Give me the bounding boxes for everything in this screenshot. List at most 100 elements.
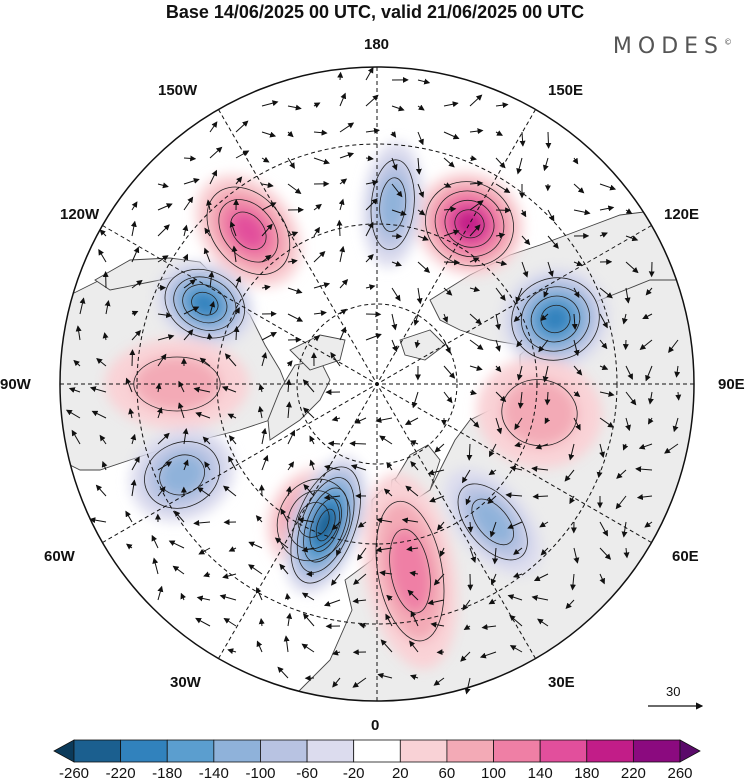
wind-vector — [573, 209, 591, 216]
wind-vector — [514, 441, 523, 448]
wind-vector — [443, 182, 452, 188]
wind-vector — [625, 365, 633, 380]
wind-vector — [547, 209, 555, 222]
wind-vector — [540, 313, 549, 321]
wind-vector — [616, 469, 627, 479]
wind-vector — [174, 510, 185, 523]
anomaly-shade — [133, 357, 221, 411]
wind-vector — [168, 540, 185, 549]
contour-line — [191, 291, 219, 316]
wind-vector — [429, 495, 445, 503]
wind-vector — [410, 460, 419, 471]
wind-vector — [309, 435, 315, 445]
colorbar — [53, 739, 701, 763]
colorbar-tick-label: -20 — [342, 765, 365, 782]
wind-vector — [309, 459, 316, 471]
wind-vector — [336, 219, 343, 237]
wind-vector — [302, 613, 315, 627]
wind-vector — [443, 101, 459, 108]
wind-vector — [75, 325, 82, 341]
wind-vector — [644, 521, 653, 528]
wind-vector — [157, 334, 175, 341]
contour-line — [375, 500, 445, 642]
wind-vector — [495, 260, 508, 267]
wind-vector — [287, 130, 294, 138]
wind-vector — [495, 417, 503, 435]
wind-vector — [172, 565, 185, 575]
wind-vector — [622, 443, 629, 451]
wind-vector — [193, 519, 211, 526]
wind-vector — [599, 390, 615, 397]
wind-vector — [404, 417, 419, 425]
wind-vector — [380, 639, 393, 653]
contour-line — [182, 284, 228, 324]
anomaly-shade — [501, 379, 578, 446]
lon-label-30w: 30W — [170, 674, 201, 691]
wind-vector — [544, 391, 551, 406]
wind-vector — [129, 349, 136, 367]
colorbar-tick-label: 20 — [391, 765, 409, 782]
wind-vector — [642, 313, 653, 320]
wind-vector — [131, 310, 139, 317]
wind-vector — [495, 313, 501, 331]
lon-label-0: 0 — [371, 717, 380, 734]
wind-vector — [573, 339, 580, 357]
wind-vectors — [65, 66, 682, 695]
map-title: Base 14/06/2025 00 UTC, valid 21/06/2025… — [165, 2, 585, 22]
wind-vector — [313, 157, 330, 165]
wind-vector — [469, 155, 477, 162]
wind-vector — [287, 313, 304, 322]
wind-vector — [89, 386, 107, 393]
wind-vector — [261, 100, 279, 107]
wind-vector — [664, 443, 679, 454]
wind-vector — [261, 223, 273, 237]
wind-vector — [495, 391, 507, 403]
contour-line — [520, 286, 591, 352]
wind-vector — [391, 313, 398, 331]
wind-vector — [515, 287, 523, 304]
wind-vector — [313, 251, 326, 263]
wind-vector — [261, 284, 271, 291]
contour-line — [425, 181, 514, 267]
wind-vector — [521, 235, 531, 246]
wind-vector — [645, 287, 653, 296]
wind-vector — [358, 622, 367, 629]
wind-vector — [156, 407, 163, 419]
wind-vector — [313, 335, 321, 342]
wind-vector — [357, 547, 367, 561]
wind-vector — [625, 261, 639, 274]
wind-vector — [410, 610, 419, 627]
wind-vector — [573, 417, 581, 431]
wind-vector — [130, 479, 137, 497]
wind-vector — [599, 521, 608, 537]
wind-vector — [436, 521, 445, 531]
wind-vector — [324, 464, 341, 471]
wind-vector — [625, 235, 639, 242]
wind-vector — [131, 201, 138, 211]
lon-label-180: 180 — [364, 36, 390, 53]
wind-vector — [332, 649, 341, 656]
lon-label-120e: 120E — [664, 206, 700, 223]
lon-label-120w: 120W — [60, 206, 100, 223]
wind-vector — [302, 379, 315, 393]
wind-vector — [365, 127, 380, 134]
wind-vector — [599, 205, 615, 212]
colorbar-tick-label: -260 — [58, 765, 90, 782]
wind-vector — [599, 339, 608, 350]
wind-vector — [488, 469, 497, 476]
wind-vector — [565, 599, 575, 610]
lon-label-30e: 30E — [548, 674, 575, 691]
wind-vector — [350, 464, 367, 471]
wind-vector — [277, 666, 289, 679]
wind-vector — [339, 152, 355, 159]
wind-vector — [599, 443, 605, 458]
wind-vector — [538, 339, 549, 353]
wind-vector — [287, 157, 295, 169]
wind-vector — [386, 461, 393, 471]
wind-vector — [531, 594, 549, 601]
wind-vector — [219, 594, 237, 601]
wind-vector — [183, 279, 197, 289]
graticule — [60, 67, 694, 701]
colorbar-tick-label: 140 — [527, 765, 553, 782]
wind-vector — [433, 677, 445, 686]
